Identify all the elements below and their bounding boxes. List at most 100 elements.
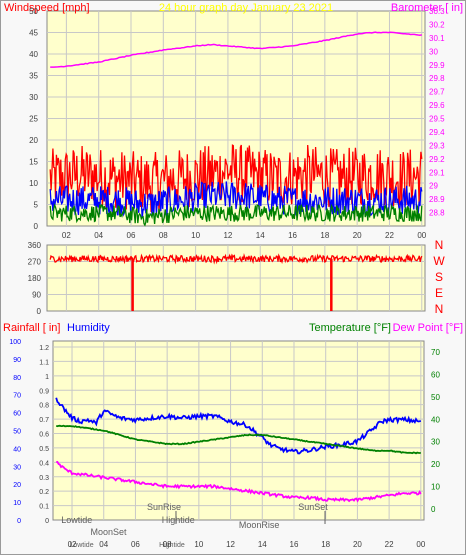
astro-annotation: Hightide: [162, 515, 195, 525]
rain-tick-label: 0.7: [39, 417, 49, 424]
astro-annotation: Hightide: [159, 542, 185, 549]
rainfall-axis-label: Rainfall [ in]: [3, 322, 60, 334]
dewpoint-axis-label: Dew Point [°F]: [393, 322, 463, 334]
wind-tick-label: 30: [29, 93, 38, 102]
rain-tick-label: 1.2: [39, 345, 49, 352]
barometer-tick-label: 30.1: [429, 34, 445, 43]
humidity-x-tick-label: 20: [353, 540, 362, 549]
temperature-tick-label: 60: [431, 371, 440, 380]
humidity-tick-label: 50: [13, 429, 21, 436]
temperature-tick-label: 20: [431, 460, 440, 469]
wind-x-tick-label: 04: [94, 231, 103, 240]
rain-tick-label: 0.5: [39, 446, 49, 453]
rain-tick-label: 0.6: [39, 432, 49, 439]
humidity-x-tick-label: 12: [226, 540, 235, 549]
compass-letter: W: [433, 254, 445, 268]
rain-tick-label: 0.3: [39, 475, 49, 482]
wind-x-tick-label: 10: [191, 231, 200, 240]
barometer-line: [50, 31, 422, 68]
wind-tick-label: 45: [29, 29, 38, 38]
barometer-tick-label: 28.9: [429, 195, 445, 204]
humidity-panel-series-line: [55, 397, 422, 455]
temperature-tick-label: 0: [431, 505, 436, 514]
direction-tick-label: 270: [28, 258, 42, 267]
wind-tick-label: 20: [29, 136, 38, 145]
wind-x-tick-label: 08: [159, 231, 168, 240]
humidity-tick-label: 80: [13, 375, 21, 382]
humidity-x-tick-label: 02: [68, 540, 77, 549]
rain-tick-label: 0: [45, 518, 49, 525]
barometer-tick-label: 29.2: [429, 155, 445, 164]
humidity-x-tick-label: 22: [385, 540, 394, 549]
wind-series-line: [49, 203, 423, 227]
barometer-tick-label: 29.4: [429, 128, 445, 137]
rain-tick-label: 0.1: [39, 504, 49, 511]
astro-annotation: Lowtide: [69, 542, 93, 549]
astro-annotation: SunRise: [147, 502, 181, 512]
wind-x-tick-label: 22: [385, 231, 394, 240]
temperature-axis-label: Temperature [°F]: [309, 322, 391, 334]
humidity-tick-label: 70: [13, 393, 21, 400]
wind-x-tick-label: 20: [353, 231, 362, 240]
rain-tick-label: 0.9: [39, 388, 49, 395]
rain-tick-label: 0.2: [39, 489, 49, 496]
humidity-tick-label: 40: [13, 446, 21, 453]
humidity-panel-series-line: [55, 460, 422, 503]
wind-series-line: [49, 144, 423, 213]
rain-tick-label: 1.1: [39, 359, 49, 366]
wind-tick-label: 40: [29, 50, 38, 59]
wind-tick-label: 35: [29, 72, 38, 81]
astro-annotation: SunSet: [298, 502, 328, 512]
wind-tick-label: 25: [29, 115, 38, 124]
compass-letter: S: [435, 270, 443, 284]
wind-tick-label: 5: [34, 201, 39, 210]
wind-axis-label: Windspeed [mph]: [4, 2, 90, 14]
barometer-tick-label: 30.3: [429, 7, 445, 16]
barometer-tick-label: 30: [429, 47, 438, 56]
wind-x-tick-label: 02: [62, 231, 71, 240]
humidity-x-tick-label: 14: [258, 540, 267, 549]
humidity-tick-label: 0: [17, 518, 21, 525]
humidity-x-tick-label: 16: [290, 540, 299, 549]
humidity-tick-label: 30: [13, 464, 21, 471]
wind-x-tick-label: 06: [127, 231, 136, 240]
wind-x-tick-label: 14: [256, 231, 265, 240]
wind-tick-label: 10: [29, 179, 38, 188]
barometer-axis-label: Barometer [ in]: [391, 2, 463, 14]
barometer-tick-label: 29.9: [429, 61, 445, 70]
temperature-tick-label: 40: [431, 415, 440, 424]
compass-letter: N: [435, 302, 444, 316]
direction-tick-label: 90: [32, 291, 41, 300]
rain-tick-label: 0.4: [39, 460, 49, 467]
barometer-tick-label: 28.8: [429, 209, 445, 218]
temperature-tick-label: 10: [431, 482, 440, 491]
barometer-tick-label: 29.3: [429, 141, 445, 150]
wind-x-tick-label: 12: [223, 231, 232, 240]
humidity-x-tick-label: 06: [131, 540, 140, 549]
direction-tick-label: 0: [37, 307, 42, 316]
temperature-tick-label: 30: [431, 438, 440, 447]
wind-x-tick-label: 18: [320, 231, 329, 240]
humidity-x-tick-label: 18: [321, 540, 330, 549]
wind-tick-label: 0: [34, 222, 39, 231]
direction-line: [49, 253, 423, 265]
compass-letter: E: [435, 286, 443, 300]
temperature-tick-label: 70: [431, 348, 440, 357]
wind-x-tick-label: 00: [417, 231, 426, 240]
humidity-tick-label: 10: [13, 500, 21, 507]
wind-tick-label: 15: [29, 158, 38, 167]
humidity-x-tick-label: 00: [416, 540, 425, 549]
astro-annotation: Lowtide: [61, 515, 92, 525]
humidity-tick-label: 60: [13, 411, 21, 418]
chart-title: 24 hour graph day January 23 2021: [159, 2, 333, 14]
barometer-tick-label: 29.5: [429, 115, 445, 124]
barometer-tick-label: 29.6: [429, 101, 445, 110]
rain-tick-label: 1: [45, 374, 49, 381]
barometer-tick-label: 29: [429, 182, 438, 191]
astro-annotation: MoonSet: [90, 527, 127, 537]
wind-tick-label: 50: [29, 7, 38, 16]
direction-tick-label: 360: [28, 241, 42, 250]
barometer-tick-label: 30.2: [429, 20, 445, 29]
